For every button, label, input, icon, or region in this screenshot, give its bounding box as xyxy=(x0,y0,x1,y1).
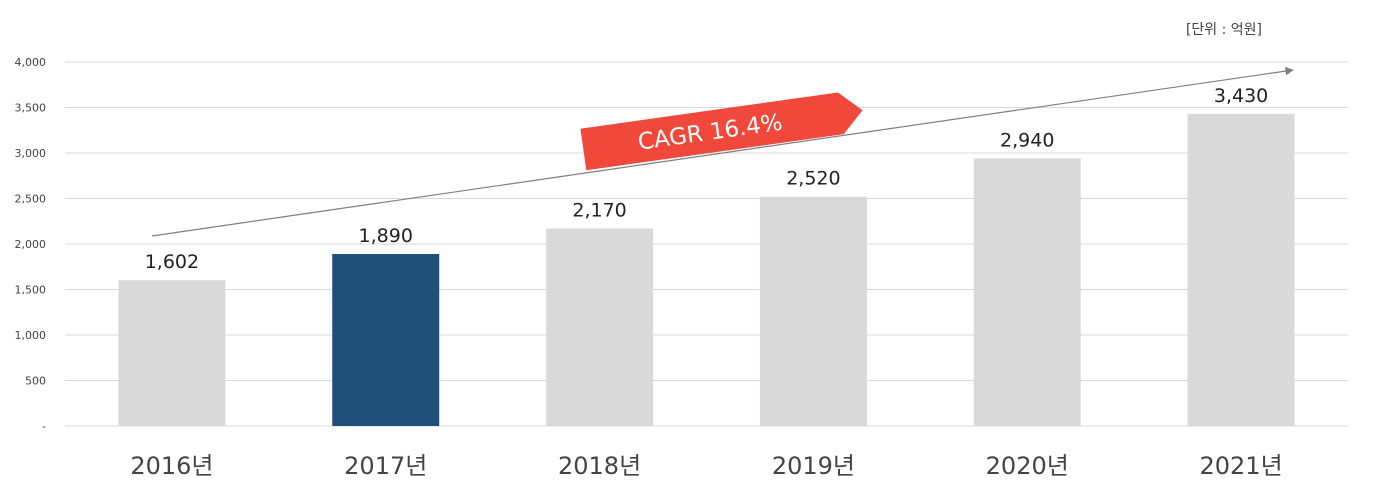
grid-lines xyxy=(65,61,1348,427)
y-tick-label: 1,500 xyxy=(15,284,47,297)
x-tick-label: 2017년 xyxy=(344,452,427,480)
y-tick-label: 3,000 xyxy=(15,147,47,160)
data-labels: 1,602 1,890 2,170 2,520 2,940 3,430 xyxy=(145,85,1269,273)
y-tick-label: 2,500 xyxy=(15,193,47,206)
x-tick-label: 2018년 xyxy=(558,452,641,480)
x-tick-label: 2020년 xyxy=(986,452,1069,480)
cagr-banner-shape xyxy=(580,92,863,171)
y-tick-label: - xyxy=(42,420,46,433)
y-axis-ticks: - 500 1,000 1,500 2,000 2,500 3,000 3,500 4,000 xyxy=(15,56,47,433)
bar-2020년 xyxy=(973,158,1081,426)
cagr-banner: CAGR 16.4% xyxy=(580,92,863,171)
trend-arrow xyxy=(151,66,1294,237)
data-label: 1,890 xyxy=(359,225,413,247)
data-label: 2,940 xyxy=(1000,129,1054,151)
bar-2017년 xyxy=(332,254,440,426)
x-axis-ticks: 2016년 2017년 2018년 2019년 2020년 2021년 xyxy=(130,452,1282,480)
x-tick-label: 2019년 xyxy=(772,452,855,480)
y-tick-label: 3,500 xyxy=(15,102,47,115)
bar-2016년 xyxy=(118,280,226,426)
y-tick-label: 2,000 xyxy=(15,238,47,251)
x-tick-label: 2021년 xyxy=(1199,452,1282,480)
x-tick-label: 2016년 xyxy=(130,452,213,480)
data-label: 1,602 xyxy=(145,251,199,273)
bars xyxy=(118,113,1295,427)
bar-2018년 xyxy=(546,228,654,426)
y-tick-label: 4,000 xyxy=(15,56,47,69)
data-label: 2,170 xyxy=(572,200,626,222)
y-tick-label: 1,000 xyxy=(15,329,47,342)
bar-2019년 xyxy=(759,196,867,426)
data-label: 2,520 xyxy=(786,168,840,190)
bar-2021년 xyxy=(1187,113,1295,427)
unit-label: [단위 : 억원] xyxy=(1186,22,1262,38)
y-tick-label: 500 xyxy=(25,375,46,388)
data-label: 3,430 xyxy=(1214,85,1268,107)
